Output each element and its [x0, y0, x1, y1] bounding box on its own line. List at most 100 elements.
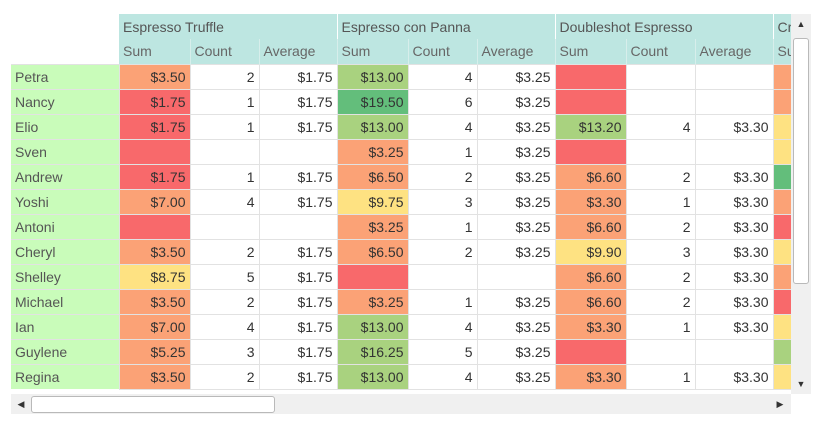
- row-header[interactable]: Yoshi: [11, 188, 119, 214]
- data-cell[interactable]: $1.75: [258, 338, 338, 365]
- data-cell[interactable]: [336, 263, 409, 290]
- data-cell[interactable]: 3: [189, 338, 260, 365]
- data-cell[interactable]: $3.30: [694, 288, 774, 315]
- row-header[interactable]: Michael: [11, 288, 119, 314]
- data-cell[interactable]: 4: [189, 313, 260, 340]
- row-header[interactable]: Antoni: [11, 213, 119, 239]
- data-cell[interactable]: $9.75: [336, 188, 409, 215]
- data-cell[interactable]: 4: [625, 113, 696, 140]
- data-cell[interactable]: [625, 88, 696, 115]
- data-cell[interactable]: [118, 213, 191, 240]
- data-cell[interactable]: $1.75: [258, 63, 338, 90]
- measure-header-sum[interactable]: Sum: [337, 39, 409, 64]
- row-header[interactable]: Elio: [11, 113, 119, 139]
- data-cell[interactable]: $3.25: [476, 238, 556, 265]
- data-cell[interactable]: [625, 338, 696, 365]
- product-header-cr[interactable]: Cr: [773, 14, 791, 39]
- data-cell[interactable]: 2: [625, 288, 696, 315]
- data-cell[interactable]: 5: [407, 338, 478, 365]
- row-header[interactable]: Sven: [11, 138, 119, 164]
- data-cell[interactable]: $3.25: [476, 163, 556, 190]
- data-cell[interactable]: [772, 63, 791, 90]
- scroll-right-arrow-icon[interactable]: ▶: [776, 399, 784, 409]
- data-cell[interactable]: [694, 138, 774, 165]
- data-cell[interactable]: $13.00: [336, 113, 409, 140]
- scroll-up-arrow-icon[interactable]: ▲: [796, 19, 806, 29]
- data-cell[interactable]: [554, 63, 627, 90]
- data-cell[interactable]: [189, 213, 260, 240]
- product-header-espresso-truffle[interactable]: Espresso Truffle: [119, 14, 338, 39]
- data-cell[interactable]: [554, 138, 627, 165]
- data-cell[interactable]: $3.50: [118, 288, 191, 315]
- measure-header-count[interactable]: Count: [626, 39, 696, 64]
- data-cell[interactable]: 2: [625, 263, 696, 290]
- data-cell[interactable]: [118, 138, 191, 165]
- data-cell[interactable]: 2: [625, 163, 696, 190]
- data-cell[interactable]: $6.60: [554, 163, 627, 190]
- data-cell[interactable]: [772, 263, 791, 290]
- data-cell[interactable]: [694, 63, 774, 90]
- data-cell[interactable]: [189, 138, 260, 165]
- measure-header-average[interactable]: Average: [259, 39, 338, 64]
- data-cell[interactable]: [772, 88, 791, 115]
- data-cell[interactable]: $3.25: [336, 288, 409, 315]
- measure-header-sum[interactable]: Sum: [119, 39, 191, 64]
- data-cell[interactable]: [258, 213, 338, 240]
- data-cell[interactable]: $3.25: [476, 288, 556, 315]
- data-cell[interactable]: $3.30: [554, 188, 627, 215]
- scroll-down-arrow-icon[interactable]: ▼: [796, 379, 806, 389]
- row-header[interactable]: Ian: [11, 313, 119, 339]
- data-cell[interactable]: $6.50: [336, 163, 409, 190]
- data-cell[interactable]: $6.60: [554, 213, 627, 240]
- row-header[interactable]: Regina: [11, 363, 119, 389]
- data-cell[interactable]: $6.60: [554, 263, 627, 290]
- data-cell[interactable]: [554, 88, 627, 115]
- data-cell[interactable]: $1.75: [118, 113, 191, 140]
- data-cell[interactable]: [772, 163, 791, 190]
- data-cell[interactable]: $1.75: [258, 188, 338, 215]
- data-cell[interactable]: 1: [625, 188, 696, 215]
- data-cell[interactable]: $7.00: [118, 313, 191, 340]
- data-cell[interactable]: 4: [407, 113, 478, 140]
- vertical-scroll-thumb[interactable]: [793, 38, 809, 284]
- data-cell[interactable]: 2: [189, 363, 260, 390]
- data-cell[interactable]: $3.25: [476, 213, 556, 240]
- data-cell[interactable]: $3.30: [694, 163, 774, 190]
- data-cell[interactable]: $3.25: [476, 363, 556, 390]
- data-cell[interactable]: 4: [407, 63, 478, 90]
- row-header[interactable]: Cheryl: [11, 238, 119, 264]
- measure-header-sum[interactable]: Sum: [555, 39, 627, 64]
- data-cell[interactable]: 3: [407, 188, 478, 215]
- data-cell[interactable]: 6: [407, 88, 478, 115]
- data-cell[interactable]: $13.20: [554, 113, 627, 140]
- data-cell[interactable]: 4: [407, 313, 478, 340]
- data-cell[interactable]: [772, 363, 791, 390]
- horizontal-scroll-thumb[interactable]: [31, 396, 275, 413]
- measure-header-average[interactable]: Average: [477, 39, 556, 64]
- data-cell[interactable]: $3.30: [554, 363, 627, 390]
- data-cell[interactable]: $1.75: [258, 238, 338, 265]
- data-cell[interactable]: [625, 138, 696, 165]
- data-cell[interactable]: $1.75: [118, 163, 191, 190]
- data-cell[interactable]: $3.50: [118, 238, 191, 265]
- data-cell[interactable]: [625, 63, 696, 90]
- data-cell[interactable]: 2: [407, 163, 478, 190]
- data-cell[interactable]: $8.75: [118, 263, 191, 290]
- data-cell[interactable]: $3.30: [694, 363, 774, 390]
- data-cell[interactable]: $3.30: [694, 238, 774, 265]
- data-cell[interactable]: $3.25: [476, 313, 556, 340]
- data-cell[interactable]: $1.75: [258, 163, 338, 190]
- data-cell[interactable]: $13.00: [336, 63, 409, 90]
- data-cell[interactable]: $3.25: [476, 63, 556, 90]
- data-cell[interactable]: 4: [189, 188, 260, 215]
- data-cell[interactable]: $16.25: [336, 338, 409, 365]
- data-cell[interactable]: [554, 338, 627, 365]
- data-cell[interactable]: $3.30: [694, 188, 774, 215]
- data-cell[interactable]: $3.25: [476, 113, 556, 140]
- product-header-espresso-con-panna[interactable]: Espresso con Panna: [337, 14, 556, 39]
- data-cell[interactable]: $3.30: [694, 113, 774, 140]
- data-cell[interactable]: $3.25: [336, 138, 409, 165]
- data-cell[interactable]: $9.90: [554, 238, 627, 265]
- data-cell[interactable]: $13.00: [336, 313, 409, 340]
- data-cell[interactable]: [772, 313, 791, 340]
